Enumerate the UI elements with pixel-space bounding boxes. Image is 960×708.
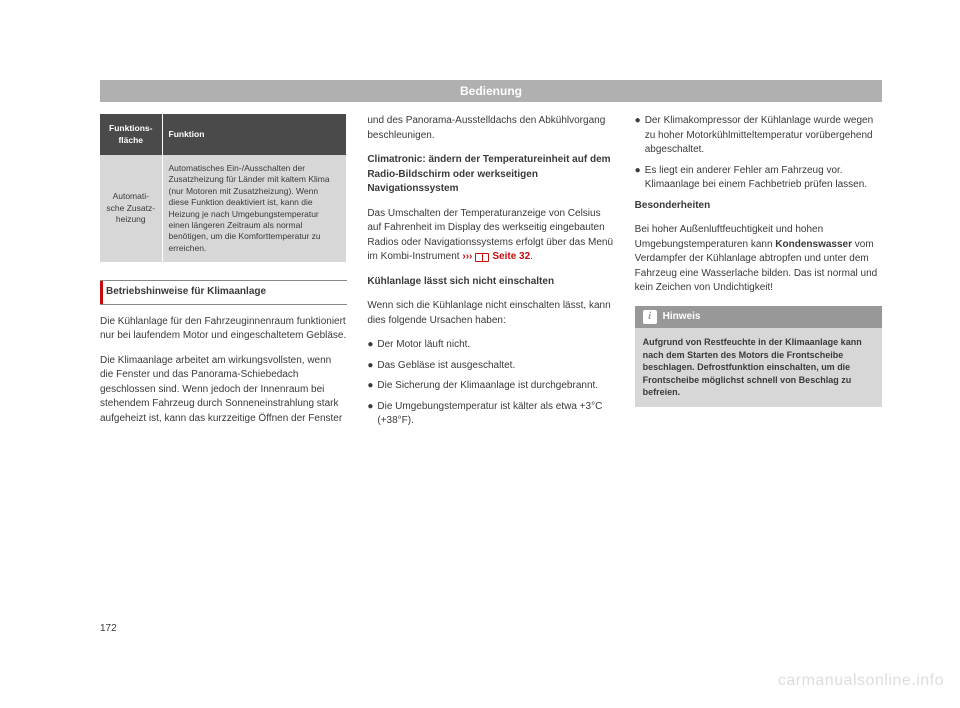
bullet-icon: ● <box>367 379 373 394</box>
column-2: und des Panorama-Ausstelldachs den Abküh… <box>367 114 614 436</box>
paragraph: Wenn sich die Kühlanlage nicht einschalt… <box>367 299 614 328</box>
bullet-text: Die Sicherung der Klimaanlage ist durchg… <box>377 379 598 394</box>
column-1: Funktions- fläche Funktion Automati- sch… <box>100 114 347 436</box>
note-header: i Hinweis <box>635 306 882 329</box>
bullet-icon: ● <box>367 338 373 353</box>
list-item: ● Die Sicherung der Klimaanlage ist durch… <box>367 379 614 394</box>
table-row: Automati- sche Zusatz- heizung Automatis… <box>100 155 347 263</box>
table-header-function: Funktion <box>162 114 347 155</box>
watermark: carmanualsonline.info <box>778 672 944 690</box>
bullet-icon: ● <box>635 164 641 193</box>
note-title: Hinweis <box>663 310 701 325</box>
sub-heading: Besonderheiten <box>635 199 882 214</box>
table-cell-label: Automati- sche Zusatz- heizung <box>100 155 162 263</box>
paragraph: und des Panorama-Ausstelldachs den Abküh… <box>367 114 614 143</box>
bullet-icon: ● <box>367 400 373 429</box>
page-reference: ››› Seite 32 <box>462 250 530 265</box>
bullet-text: Die Umgebungstemperatur ist kälter als e… <box>377 400 614 429</box>
manual-page: Bedienung Funktions- fläche Funktion Aut… <box>0 0 960 496</box>
note-body: Aufgrund von Restfeuchte in der Klimaanl… <box>635 328 882 407</box>
ref-page: Seite 32 <box>492 250 530 265</box>
sub-heading: Kühlanlage lässt sich nicht einschalten <box>367 275 614 290</box>
sub-heading: Climatronic: ändern der Temperatureinhei… <box>367 153 614 197</box>
page-number: 172 <box>100 623 117 634</box>
table-cell-desc: Automatisches Ein-/Ausschalten der Zusat… <box>162 155 347 263</box>
bullet-icon: ● <box>367 359 373 374</box>
list-item: ●Es liegt ein anderer Fehler am Fahrzeug… <box>635 164 882 193</box>
content-columns: Funktions- fläche Funktion Automati- sch… <box>100 114 882 436</box>
paragraph: Die Kühlanlage für den Fahrzeuginnenraum… <box>100 315 347 344</box>
paragraph: Die Klimaanlage arbeitet am wirkungsvoll… <box>100 354 347 427</box>
info-icon: i <box>643 310 657 324</box>
bullet-text: Es liegt ein anderer Fehler am Fahrzeug … <box>645 164 882 193</box>
list-item: ●Der Klimakompressor der Kühlanlage wurd… <box>635 114 882 158</box>
paragraph: Das Umschalten der Temperaturanzeige von… <box>367 207 614 265</box>
note-box: i Hinweis Aufgrund von Restfeuchte in de… <box>635 306 882 407</box>
manual-icon <box>475 253 489 262</box>
bullet-icon: ● <box>635 114 641 158</box>
section-heading: Betriebshinweise für Klimaanlage <box>100 280 347 305</box>
bullet-text: Der Klimakompressor der Kühlanlage wurde… <box>645 114 882 158</box>
function-table: Funktions- fläche Funktion Automati- sch… <box>100 114 347 262</box>
bullet-text: Der Motor läuft nicht. <box>377 338 470 353</box>
page-header: Bedienung <box>100 80 882 102</box>
bullet-text: Das Gebläse ist ausgeschaltet. <box>377 359 515 374</box>
paragraph: Bei hoher Außenluftfeuchtigkeit und hohe… <box>635 223 882 296</box>
text-bold: Kondenswasser <box>775 239 852 250</box>
table-header-area: Funktions- fläche <box>100 114 162 155</box>
ref-chevrons: ››› <box>462 250 472 265</box>
list-item: ● Der Motor läuft nicht. <box>367 338 614 353</box>
list-item: ●Die Umgebungstemperatur ist kälter als … <box>367 400 614 429</box>
list-item: ● Das Gebläse ist ausgeschaltet. <box>367 359 614 374</box>
column-3: ●Der Klimakompressor der Kühlanlage wurd… <box>635 114 882 436</box>
text: . <box>530 251 533 262</box>
